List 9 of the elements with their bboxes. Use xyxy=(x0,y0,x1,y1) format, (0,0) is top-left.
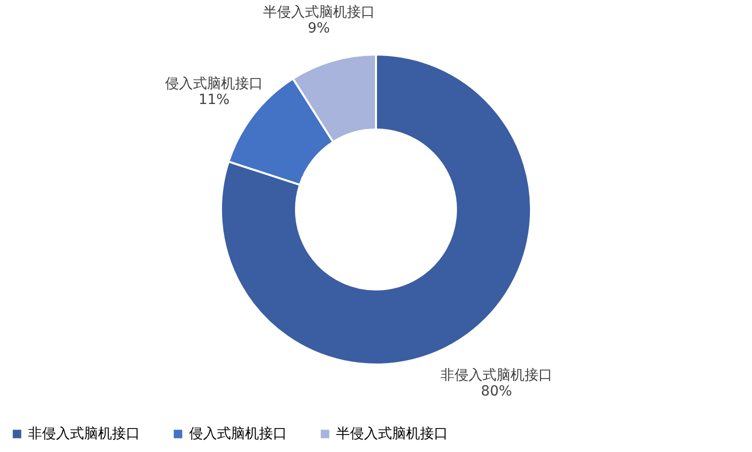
slice-label: 半侵入式脑机接口 xyxy=(262,4,375,21)
slice-label: 侵入式脑机接口 xyxy=(165,76,264,92)
data-label: 9% xyxy=(308,20,330,37)
data-label: 80% xyxy=(480,383,512,400)
legend-label: 侵入式脑机接口 xyxy=(189,426,287,442)
data-label: 11% xyxy=(198,92,230,108)
slice-label: 非侵入式脑机接口 xyxy=(440,367,552,384)
legend-label: 半侵入式脑机接口 xyxy=(336,426,448,442)
legend-label: 非侵入式脑机接口 xyxy=(28,426,140,442)
